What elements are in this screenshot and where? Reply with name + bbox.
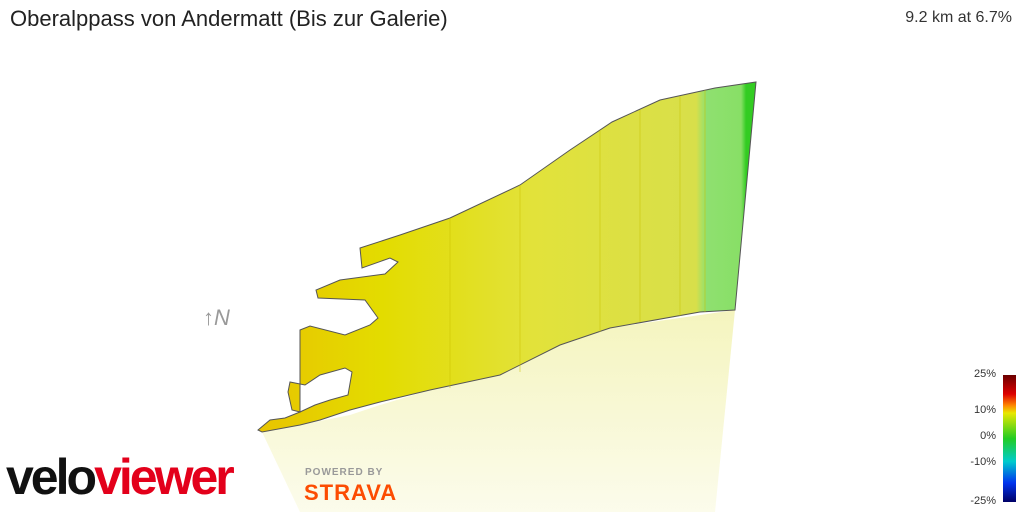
elevation-wall	[257, 81, 757, 433]
brand-first: velo	[6, 449, 97, 505]
powered-by: POWERED BY	[305, 467, 384, 478]
compass: ↑N	[203, 305, 230, 330]
scale-label: -10%	[970, 456, 996, 468]
reflection	[262, 310, 735, 512]
scale-label: -25%	[970, 495, 996, 507]
scale-label: 25%	[973, 368, 996, 380]
strava-logo: STRAVA	[304, 480, 398, 505]
wall-shading	[449, 90, 706, 388]
brand-logo: veloviewer	[6, 448, 235, 506]
scale-label: 0%	[980, 430, 996, 442]
gradient-scale-bar	[1003, 375, 1016, 502]
scale-label: 10%	[973, 404, 996, 416]
title: Oberalppass von Andermatt (Bis zur Galer…	[10, 6, 448, 31]
brand-second: viewer	[94, 449, 235, 505]
stats: 9.2 km at 6.7%	[905, 9, 1012, 26]
